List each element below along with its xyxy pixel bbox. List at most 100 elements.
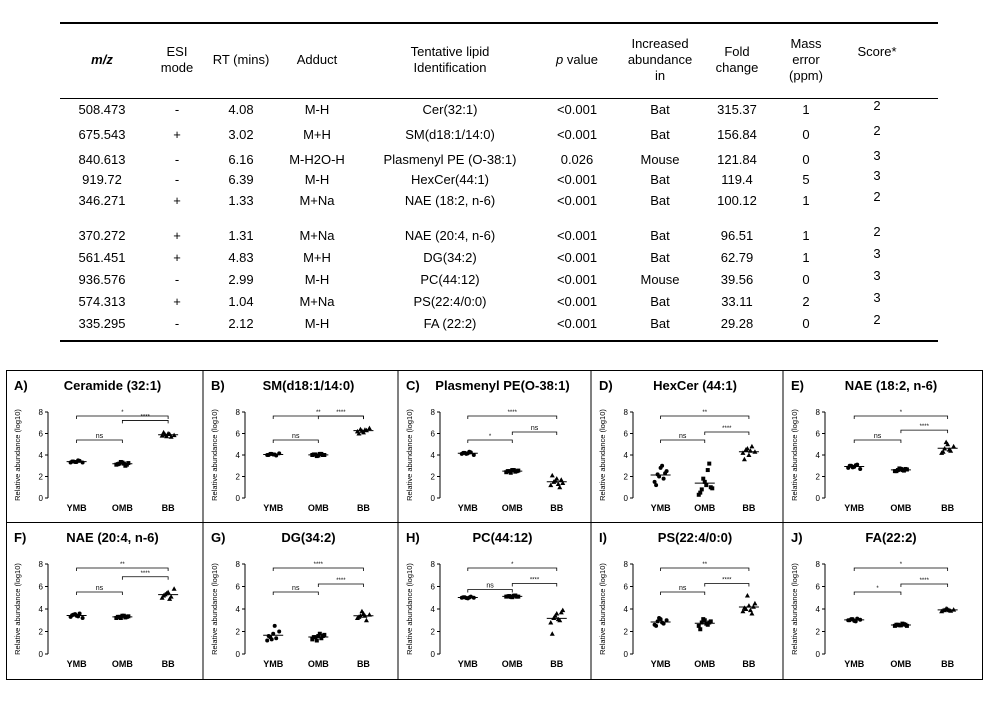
table-cell: + xyxy=(173,193,181,208)
table-cell: <0.001 xyxy=(556,172,598,187)
table-cell: <0.001 xyxy=(556,294,598,309)
table-cell: <0.001 xyxy=(556,127,598,142)
table-cell: 3 xyxy=(873,290,881,305)
table-cell: Bat xyxy=(650,127,670,142)
table-cell: 2.12 xyxy=(228,316,254,331)
table-cell: M-H xyxy=(304,272,330,287)
table-cell: 335.295 xyxy=(78,316,126,331)
table-cell: 3.02 xyxy=(228,127,254,142)
table-cell: 1 xyxy=(802,102,810,117)
table-cell: 156.84 xyxy=(717,127,757,142)
table-cell: 561.451 xyxy=(78,250,126,265)
table-cell: 3 xyxy=(873,268,881,283)
table-cell: Bat xyxy=(650,228,670,243)
table-cell: Bat xyxy=(650,250,670,265)
table-cell: 2 xyxy=(873,312,881,327)
table-cell: M+Na xyxy=(299,294,335,309)
table-cell: <0.001 xyxy=(556,250,598,265)
table-cell: 346.271 xyxy=(78,193,126,208)
table-header-line: change xyxy=(715,60,759,75)
table-cell: 5 xyxy=(802,172,810,187)
table-header-line: (ppm) xyxy=(789,68,823,83)
table-cell: + xyxy=(173,250,181,265)
table-cell: 2.99 xyxy=(228,272,254,287)
table-header-line: error xyxy=(792,52,820,67)
table-cell: 6.39 xyxy=(228,172,254,187)
table-cell: 3 xyxy=(873,246,881,261)
table-cell: 574.313 xyxy=(78,294,126,309)
table-cell: SM(d18:1/14:0) xyxy=(405,127,495,142)
table-cell: <0.001 xyxy=(556,316,598,331)
table-cell: M-H xyxy=(304,102,330,117)
table-top-rule xyxy=(60,22,938,24)
table-header-4: Tentative lipid Identification xyxy=(390,44,510,76)
table-cell: Plasmenyl PE (O-38:1) xyxy=(383,152,517,167)
table-cell: <0.001 xyxy=(556,193,598,208)
table-cell: 62.79 xyxy=(720,250,754,265)
table-cell: 1 xyxy=(802,250,810,265)
table-cell: 370.272 xyxy=(78,228,126,243)
table-cell: 100.12 xyxy=(717,193,757,208)
table-cell: 0 xyxy=(802,127,810,142)
table-cell: - xyxy=(174,172,180,187)
table-cell: 0 xyxy=(802,272,810,287)
table-cell: 2 xyxy=(873,98,881,113)
table-cell: 508.473 xyxy=(78,102,126,117)
table-cell: M-H xyxy=(304,172,330,187)
table-cell: 2 xyxy=(873,123,881,138)
table-header-line: RT (mins) xyxy=(212,52,270,67)
table-cell: Cer(32:1) xyxy=(422,102,478,117)
table-bottom-rule xyxy=(60,340,938,342)
table-cell: 29.28 xyxy=(720,316,754,331)
table-cell: 3 xyxy=(873,148,881,163)
table-cell: DG(34:2) xyxy=(423,250,477,265)
table-cell: Bat xyxy=(650,172,670,187)
table-cell: 4.83 xyxy=(228,250,254,265)
table-cell: FA (22:2) xyxy=(423,316,477,331)
table-cell: 39.56 xyxy=(720,272,754,287)
table-header-line: abundance xyxy=(627,52,693,67)
table-cell: 119.4 xyxy=(721,172,753,187)
table-header-line: mode xyxy=(160,60,194,75)
table-header-9: Score* xyxy=(817,44,937,60)
table-cell: Bat xyxy=(650,316,670,331)
table-header-line: ESI xyxy=(166,44,188,59)
table-cell: 675.543 xyxy=(78,127,126,142)
table-cell: 3 xyxy=(873,168,881,183)
table-cell: Bat xyxy=(650,193,670,208)
table-cell: 2 xyxy=(802,294,810,309)
table-cell: M+H xyxy=(303,250,331,265)
table-header-line: p value xyxy=(556,52,598,67)
table-cell: 840.613 xyxy=(78,152,126,167)
table-cell: + xyxy=(173,294,181,309)
table-cell: 919.72 xyxy=(82,172,122,187)
table-cell: 315.37 xyxy=(717,102,757,117)
table-cell: PC(44:12) xyxy=(420,272,480,287)
table-cell: M+Na xyxy=(299,228,335,243)
table-header-3: Adduct xyxy=(257,52,377,68)
table-header-line: Tentative lipid xyxy=(410,44,490,59)
table-cell: Bat xyxy=(650,294,670,309)
table-cell: 1.04 xyxy=(228,294,254,309)
table-cell: PS(22:4/0:0) xyxy=(413,294,487,309)
panel-row-divider xyxy=(6,522,983,523)
table-header-1: ESI mode xyxy=(117,44,237,76)
table-cell: 2 xyxy=(873,189,881,204)
table-cell: - xyxy=(174,272,180,287)
table-cell: - xyxy=(174,316,180,331)
table-cell: 1.31 xyxy=(228,228,254,243)
table-cell: - xyxy=(174,102,180,117)
table-cell: <0.001 xyxy=(556,102,598,117)
table-cell: Bat xyxy=(650,102,670,117)
table-cell: NAE (20:4, n-6) xyxy=(404,228,496,243)
table-cell: + xyxy=(173,127,181,142)
table-cell: M+H xyxy=(303,127,331,142)
table-header-line: Increased xyxy=(631,36,689,51)
table-cell: <0.001 xyxy=(556,228,598,243)
table-cell: 4.08 xyxy=(228,102,254,117)
table-cell: M+Na xyxy=(299,193,335,208)
table-cell: Mouse xyxy=(640,152,680,167)
table-header-7: Fold change xyxy=(677,44,797,76)
table-cell: M-H2O-H xyxy=(289,152,345,167)
table-cell: 936.576 xyxy=(78,272,126,287)
